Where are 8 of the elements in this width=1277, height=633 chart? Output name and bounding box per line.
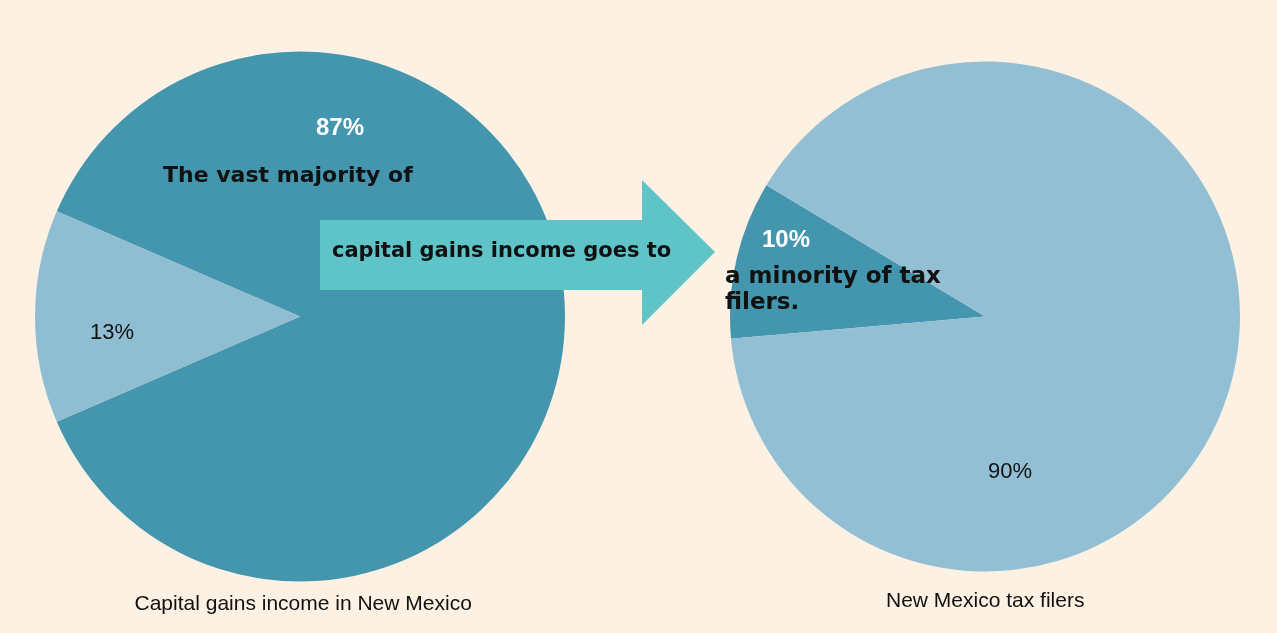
text: New Mexico tax filers xyxy=(886,588,1085,612)
text: Capital gains income in New Mexico xyxy=(134,591,472,615)
text: The vast majority of xyxy=(163,162,414,187)
text: capital gains income goes to xyxy=(332,238,673,262)
data-label: 87% xyxy=(315,112,365,140)
data-label: 90% xyxy=(987,458,1033,484)
data-label: 10% xyxy=(761,224,811,252)
data-label: 13% xyxy=(89,319,135,345)
